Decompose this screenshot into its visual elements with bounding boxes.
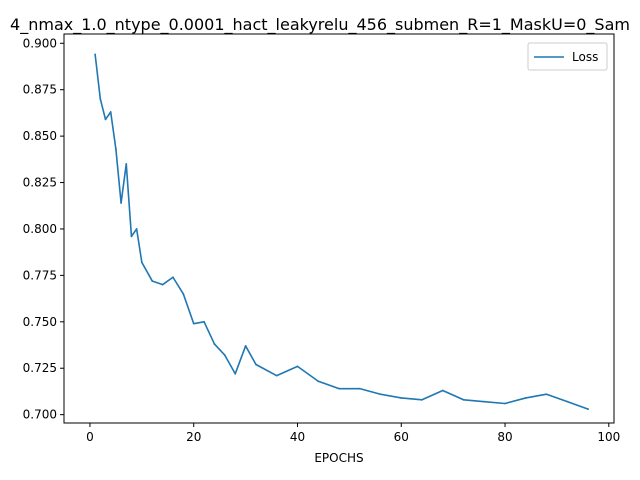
y-tick-label: 0.800	[23, 222, 57, 236]
data-point	[213, 343, 216, 345]
data-point	[161, 283, 164, 286]
data-point	[338, 387, 340, 390]
data-point	[94, 53, 97, 56]
data-point	[244, 345, 247, 347]
data-point	[114, 148, 117, 151]
series-layer	[94, 53, 589, 410]
data-point	[462, 398, 465, 401]
data-point	[524, 397, 527, 399]
data-point	[441, 389, 444, 392]
y-tick-label: 0.875	[23, 83, 57, 97]
y-tick-label: 0.700	[23, 408, 57, 422]
data-point	[203, 320, 205, 323]
data-point	[192, 322, 195, 325]
y-tick-label: 0.900	[23, 36, 57, 50]
x-axis-label: EPOCHS	[314, 451, 363, 465]
data-point	[379, 393, 382, 396]
data-point	[135, 228, 138, 230]
data-point	[140, 261, 143, 264]
x-tick-label: 80	[497, 430, 512, 444]
y-tick-label: 0.775	[23, 268, 57, 282]
y-axis: 0.700 0.725 0.750 0.775 0.800 0.825 0.850 0.875…	[23, 36, 64, 422]
data-point	[483, 400, 486, 403]
x-tick-label: 0	[86, 430, 94, 444]
data-point	[566, 400, 569, 403]
data-point	[504, 402, 506, 405]
plot-area	[63, 33, 615, 424]
legend-label-loss: Loss	[572, 50, 598, 64]
x-tick-label: 40	[290, 430, 305, 444]
x-tick-label: 100	[597, 430, 620, 444]
y-tick-label: 0.750	[23, 315, 57, 329]
data-point	[130, 235, 133, 238]
y-tick-label: 0.725	[23, 361, 57, 375]
data-point	[421, 398, 423, 401]
data-point	[400, 397, 403, 399]
data-point	[358, 387, 361, 390]
y-tick-label: 0.850	[23, 129, 57, 143]
data-point	[109, 111, 112, 113]
data-point	[296, 365, 299, 368]
data-point	[545, 393, 548, 396]
data-point	[99, 98, 102, 100]
data-point	[317, 380, 320, 383]
data-point	[125, 163, 128, 165]
chart-title: 4_nmax_1.0_ntype_0.0001_hact_leakyrelu_4…	[10, 15, 630, 35]
data-point	[223, 354, 226, 357]
data-point	[255, 363, 257, 366]
data-point	[172, 276, 174, 279]
x-tick-label: 60	[394, 430, 409, 444]
legend-box	[527, 42, 608, 71]
legend: Loss	[527, 42, 608, 71]
data-point	[182, 293, 185, 295]
y-tick-label: 0.825	[23, 176, 57, 190]
data-point	[104, 118, 107, 121]
data-point	[151, 280, 154, 282]
x-tick-label: 20	[186, 430, 201, 444]
data-point	[587, 408, 589, 410]
x-axis: 0 20 40 60 80 100	[86, 423, 620, 444]
data-point	[120, 202, 122, 204]
data-point	[234, 372, 237, 375]
data-point	[275, 374, 278, 377]
